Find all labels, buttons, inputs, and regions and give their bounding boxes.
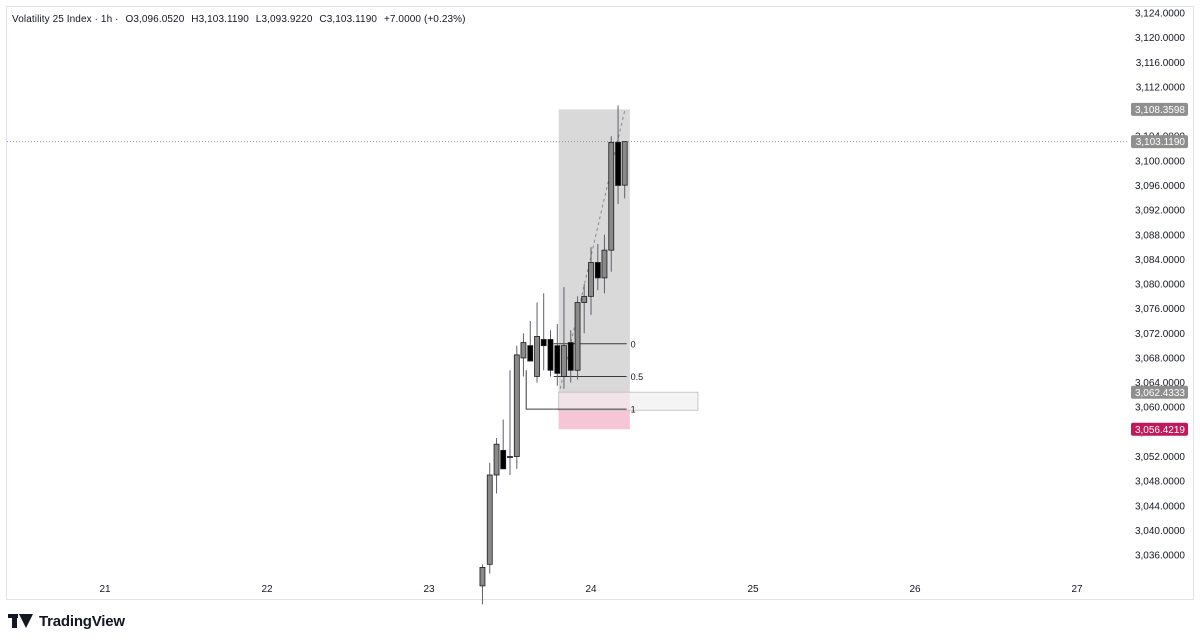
candle-body[interactable] <box>479 567 486 587</box>
legend-low: L3,093.9220 <box>255 14 313 25</box>
y-axis-tick: 3,044.0000 <box>1135 501 1185 512</box>
legend-high: H3,103.1190 <box>191 14 249 25</box>
x-axis-tick: 24 <box>585 584 597 595</box>
candle-body[interactable] <box>615 141 621 186</box>
y-axis-tick: 3,048.0000 <box>1135 477 1185 488</box>
candle-body[interactable] <box>540 339 547 347</box>
tradingview-wordmark: TradingView <box>39 612 125 630</box>
fib-level-label: 0.5 <box>631 372 644 382</box>
candle-body[interactable] <box>547 339 554 371</box>
y-axis-tick: 3,064.0000 <box>1135 378 1185 389</box>
candle-body[interactable] <box>554 345 561 374</box>
legend-close: C3,103.1190 <box>319 14 378 25</box>
candle-body[interactable] <box>534 335 540 377</box>
candle-body[interactable] <box>486 474 493 565</box>
candle-body[interactable] <box>513 354 520 457</box>
fib-anchor-line <box>525 370 554 410</box>
y-axis-tick: 3,088.0000 <box>1135 230 1185 241</box>
fib-level-label: 0 <box>631 339 636 349</box>
legend-change: +7.0000 (+0.23%) <box>383 14 466 25</box>
candle-body[interactable] <box>594 262 601 279</box>
y-axis-tick: 3,096.0000 <box>1135 181 1185 192</box>
legend-symbol[interactable]: Volatility 25 Index · 1h · <box>12 14 119 25</box>
legend-open: O3,096.0520 <box>125 14 185 25</box>
candle-body[interactable] <box>581 295 588 303</box>
y-axis-tick: 3,120.0000 <box>1135 33 1185 44</box>
y-axis-tick: 3,112.0000 <box>1136 82 1186 93</box>
price-tag-label: 3,062.4333 <box>1135 388 1185 399</box>
tradingview-logo[interactable]: TradingView <box>8 610 125 632</box>
y-axis-tick: 3,080.0000 <box>1135 280 1185 291</box>
price-tag-label: 3,108.3598 <box>1135 105 1185 116</box>
y-axis-tick: 3,068.0000 <box>1135 353 1185 364</box>
y-axis-tick: 3,076.0000 <box>1135 304 1185 315</box>
candle-body[interactable] <box>601 249 608 279</box>
price-tag[interactable] <box>1131 385 1188 399</box>
candle-body[interactable] <box>588 262 594 297</box>
candle-body[interactable] <box>507 456 513 458</box>
candle-body[interactable] <box>493 443 500 476</box>
x-axis-tick: 27 <box>1071 584 1083 595</box>
y-axis-tick: 3,116.0000 <box>1136 58 1186 69</box>
candle-body[interactable] <box>567 342 574 371</box>
x-axis-tick: 21 <box>99 584 111 595</box>
y-axis-tick: 3,124.0000 <box>1135 9 1185 20</box>
candle-body[interactable] <box>561 345 567 377</box>
x-axis-tick: 26 <box>909 584 921 595</box>
y-axis-tick: 3,036.0000 <box>1135 551 1185 562</box>
fib-level-label: 1 <box>631 405 636 415</box>
y-axis-tick: 3,040.0000 <box>1135 526 1185 537</box>
tradingview-logo-icon <box>8 614 34 628</box>
price-tag-label: 3,056.4219 <box>1135 425 1185 436</box>
y-axis-tick: 3,100.0000 <box>1135 156 1185 167</box>
chart-frame <box>6 6 1194 600</box>
candle-body[interactable] <box>621 141 628 186</box>
projection-box[interactable] <box>558 391 699 411</box>
price-tag[interactable] <box>1131 135 1188 149</box>
price-tag[interactable] <box>1131 422 1188 436</box>
candle-body[interactable] <box>520 342 527 359</box>
y-axis-tick: 3,052.0000 <box>1135 452 1185 463</box>
candle-body[interactable] <box>608 141 615 251</box>
x-axis-tick: 22 <box>261 584 273 595</box>
candle-body[interactable] <box>500 449 507 470</box>
y-axis-tick: 3,084.0000 <box>1135 255 1185 266</box>
price-tag-label: 3,103.1190 <box>1136 137 1186 148</box>
x-axis-tick: 23 <box>423 584 435 595</box>
x-axis-tick: 25 <box>747 584 759 595</box>
candle-body[interactable] <box>574 302 581 371</box>
price-tag[interactable] <box>1131 102 1188 116</box>
candle-body[interactable] <box>527 345 534 362</box>
y-axis-tick: 3,060.0000 <box>1135 403 1185 414</box>
y-axis-tick: 3,092.0000 <box>1135 206 1185 217</box>
y-axis-tick: 3,072.0000 <box>1135 329 1185 340</box>
ohlc-legend: Volatility 25 Index · 1h · O3,096.0520 H… <box>12 14 470 25</box>
